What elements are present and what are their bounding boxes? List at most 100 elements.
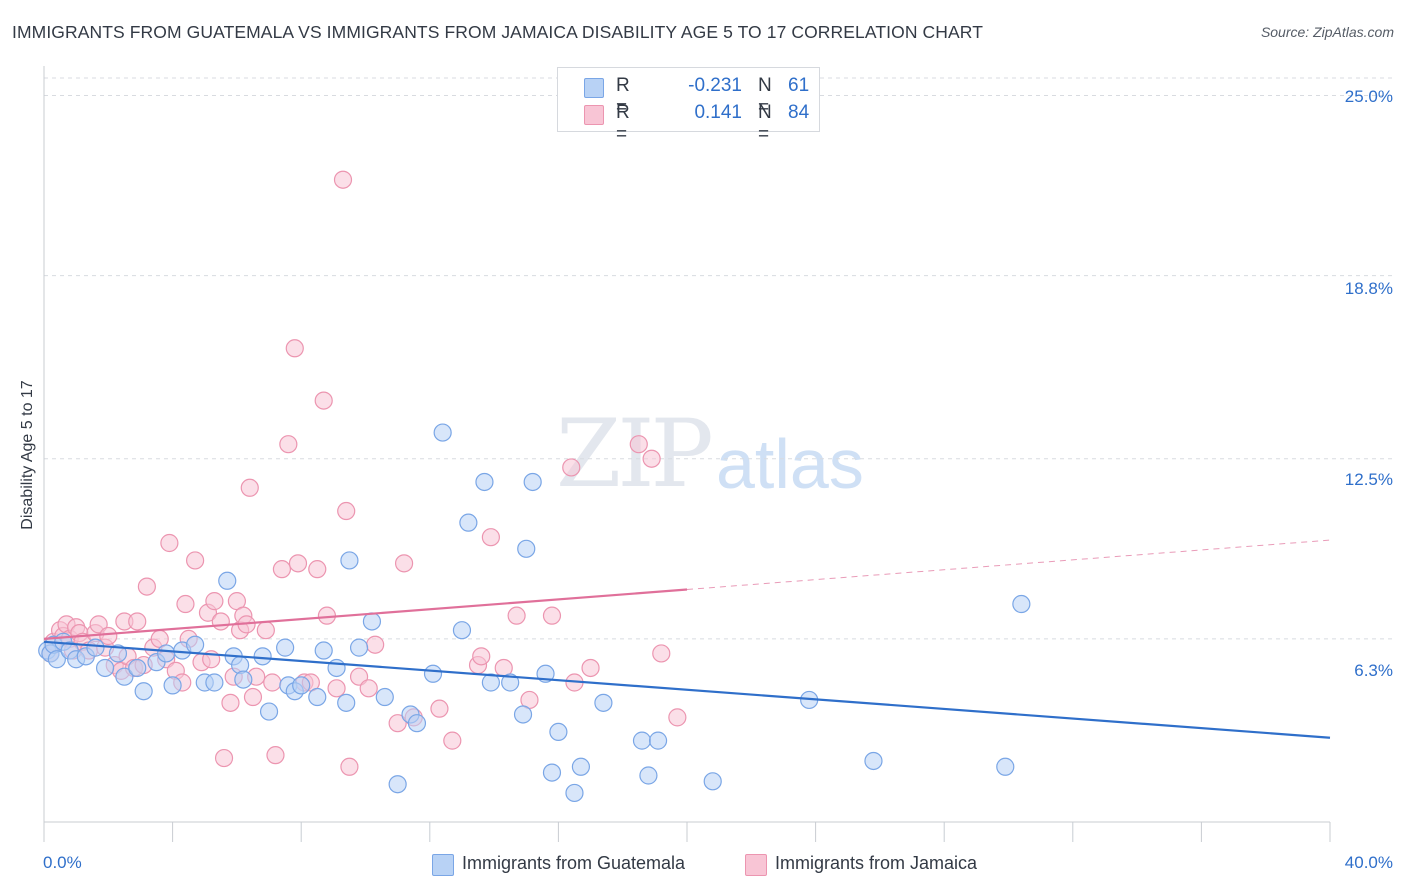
jamaica-point bbox=[443, 731, 462, 750]
jamaica-point bbox=[333, 170, 353, 189]
guatemala-point bbox=[501, 673, 520, 692]
guatemala-point bbox=[253, 647, 272, 666]
x-tick-label-min: 0.0% bbox=[43, 853, 82, 872]
chart-title: IMMIGRANTS FROM GUATEMALA VS IMMIGRANTS … bbox=[12, 22, 983, 42]
guatemala-point bbox=[594, 693, 613, 712]
jamaica-point bbox=[186, 551, 205, 570]
guatemala-point bbox=[157, 644, 176, 663]
guatemala-point bbox=[128, 658, 147, 678]
jamaica-point bbox=[221, 693, 240, 712]
jamaica-point bbox=[581, 658, 600, 678]
legend-r-label: R = bbox=[616, 102, 630, 145]
y-tick-label-12-5: 12.5% bbox=[1344, 470, 1393, 489]
guatemala-point bbox=[407, 714, 427, 733]
jamaica-point bbox=[388, 714, 407, 733]
y-axis-label: Disability Age 5 to 17 bbox=[19, 380, 36, 530]
jamaica-point bbox=[327, 679, 346, 698]
legend-n-label: N = bbox=[758, 75, 772, 118]
jamaica-point bbox=[99, 626, 118, 646]
guatemala-point bbox=[205, 673, 224, 692]
guatemala-point bbox=[571, 757, 591, 776]
guatemala-point bbox=[542, 763, 562, 782]
guatemala-point bbox=[513, 705, 533, 724]
watermark-atlas: atlas bbox=[716, 425, 864, 503]
legend-swatch-guatemala bbox=[584, 78, 604, 98]
guatemala-point bbox=[340, 551, 359, 570]
jamaica-point bbox=[481, 528, 500, 547]
legend-r-label: R = bbox=[616, 75, 630, 118]
guatemala-point bbox=[388, 775, 407, 794]
guatemala-point bbox=[276, 638, 295, 657]
y-tick-label-18-8: 18.8% bbox=[1344, 279, 1393, 298]
jamaica-point bbox=[214, 748, 234, 768]
jamaica-point bbox=[205, 592, 224, 611]
jamaica-point bbox=[285, 339, 304, 358]
guatemala-point bbox=[349, 638, 369, 657]
legend-r-value-guatemala: -0.231 bbox=[688, 75, 742, 96]
jamaica-point bbox=[243, 687, 263, 707]
guatemala-point bbox=[163, 676, 182, 695]
bottom-legend-swatch-jamaica bbox=[745, 854, 767, 876]
jamaica-point bbox=[337, 501, 356, 521]
guatemala-point bbox=[108, 644, 128, 663]
guatemala-point bbox=[218, 571, 237, 590]
guatemala-point bbox=[327, 658, 346, 678]
guatemala-point bbox=[259, 702, 279, 721]
legend-n-value-jamaica: 84 bbox=[788, 102, 810, 123]
jamaica-point bbox=[211, 612, 230, 631]
guatemala-point bbox=[433, 423, 452, 442]
jamaica-point bbox=[629, 435, 648, 454]
jamaica-point bbox=[366, 635, 385, 654]
jamaica-point bbox=[562, 458, 581, 477]
jamaica-point bbox=[472, 647, 491, 666]
guatemala-point bbox=[134, 682, 153, 701]
guatemala-point bbox=[517, 539, 536, 558]
guatemala-point bbox=[423, 664, 443, 683]
legend-n-label: N = bbox=[758, 102, 772, 145]
jamaica-point bbox=[308, 560, 327, 579]
correlation-legend: R = -0.231 N = 61 R = 0.141 N = 84 bbox=[557, 67, 820, 145]
jamaica-point bbox=[359, 679, 378, 698]
jamaica-point bbox=[263, 673, 282, 692]
watermark-zip: ZIP bbox=[556, 400, 714, 509]
guatemala-point bbox=[452, 621, 472, 640]
jamaica-point bbox=[652, 644, 671, 663]
jamaica-trend-extension bbox=[686, 539, 1331, 590]
guatemala-point bbox=[996, 757, 1015, 776]
legend-r-value-jamaica: 0.141 bbox=[694, 102, 742, 123]
jamaica-point bbox=[340, 757, 359, 776]
guatemala-point bbox=[95, 658, 115, 678]
jamaica-trend-line bbox=[43, 588, 688, 641]
jamaica-point bbox=[394, 554, 414, 573]
guatemala-point bbox=[186, 635, 205, 654]
source-credit: Source: ZipAtlas.com bbox=[1260, 24, 1394, 40]
jamaica-point bbox=[314, 391, 333, 410]
guatemala-point bbox=[47, 650, 66, 669]
y-tick-label-6-3: 6.3% bbox=[1354, 661, 1393, 680]
guatemala-point bbox=[565, 783, 584, 803]
guatemala-point bbox=[703, 772, 722, 791]
guatemala-point bbox=[648, 731, 668, 750]
guatemala-point bbox=[475, 472, 494, 492]
jamaica-point bbox=[240, 478, 259, 497]
jamaica-point bbox=[349, 667, 369, 686]
jamaica-point bbox=[266, 746, 285, 765]
guatemala-point bbox=[549, 722, 568, 742]
guatemala-point bbox=[639, 766, 658, 785]
jamaica-point bbox=[668, 708, 687, 727]
bottom-legend-label-guatemala: Immigrants from Guatemala bbox=[462, 853, 686, 873]
jamaica-point bbox=[542, 606, 562, 625]
guatemala-point bbox=[523, 472, 542, 492]
jamaica-point bbox=[430, 699, 449, 718]
jamaica-point bbox=[137, 577, 156, 596]
x-tick-label-max: 40.0% bbox=[1344, 853, 1393, 872]
jamaica-point bbox=[128, 612, 147, 631]
legend-n-value-guatemala: 61 bbox=[788, 75, 810, 96]
guatemala-point bbox=[375, 687, 394, 707]
jamaica-point bbox=[272, 560, 292, 579]
guatemala-point bbox=[308, 687, 327, 707]
guatemala-point bbox=[337, 693, 356, 712]
jamaica-point bbox=[256, 621, 275, 640]
guatemala-point bbox=[1012, 594, 1031, 614]
